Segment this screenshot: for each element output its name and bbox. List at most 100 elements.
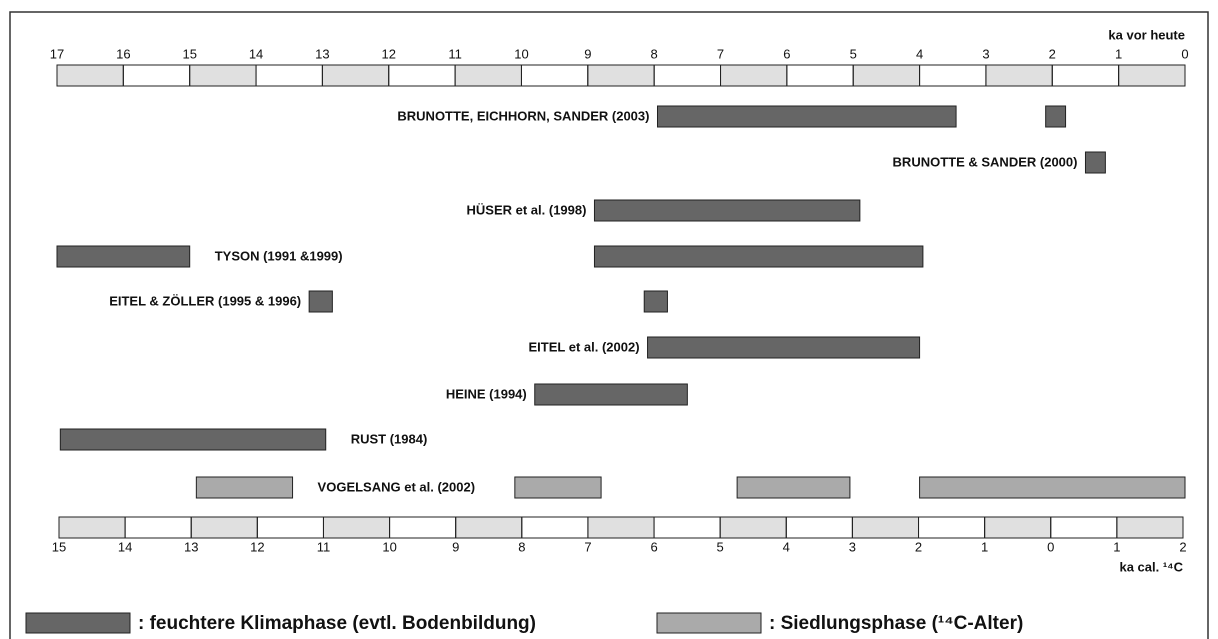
range-bar xyxy=(1045,105,1067,128)
x-tick-label: 8 xyxy=(651,46,658,61)
x2-cell xyxy=(389,516,457,539)
x2-tick-label: 4 xyxy=(783,539,790,554)
x-cell xyxy=(587,64,655,87)
x-cell xyxy=(1051,64,1120,87)
legend-label: : Siedlungsphase (¹⁴C-Alter) xyxy=(769,613,1023,634)
x-tick-label: 14 xyxy=(249,46,263,61)
x2-tick-label: 5 xyxy=(717,539,724,554)
x-axis-label: ka vor heute xyxy=(1108,27,1185,42)
row-label: EITEL & ZÖLLER (1995 & 1996) xyxy=(109,293,301,308)
row-label: EITEL et al. (2002) xyxy=(529,339,640,354)
x2-tick-label: 7 xyxy=(584,539,591,554)
x2-tick-label: 2 xyxy=(915,539,922,554)
x-cell xyxy=(388,64,456,87)
x-cell xyxy=(919,64,987,87)
x2-cell xyxy=(719,516,787,539)
row-label: TYSON (1991 &1999) xyxy=(215,248,343,263)
row-label: VOGELSANG et al. (2002) xyxy=(318,479,476,494)
row-label: RUST (1984) xyxy=(351,431,428,446)
x2-cell xyxy=(587,516,655,539)
x2-tick-label: 1 xyxy=(1113,539,1120,554)
range-bar xyxy=(593,245,924,268)
legend-swatch xyxy=(25,612,131,634)
x2-cell xyxy=(1050,516,1118,539)
x2-tick-label: 2 xyxy=(1179,539,1186,554)
x2-cell xyxy=(322,516,391,539)
x2-axis-label: ka cal. ¹⁴C xyxy=(1119,559,1183,574)
x2-cell xyxy=(851,516,920,539)
x-tick-label: 1 xyxy=(1115,46,1122,61)
x-cell xyxy=(56,64,124,87)
x-cell xyxy=(189,64,257,87)
x2-tick-label: 11 xyxy=(317,539,331,554)
legend-label: : feuchtere Klimaphase (evtl. Bodenbildu… xyxy=(138,613,536,634)
x-cell xyxy=(122,64,191,87)
x2-cell xyxy=(653,516,721,539)
x2-tick-label: 10 xyxy=(382,539,396,554)
legend-swatch xyxy=(656,612,762,634)
x-cell xyxy=(454,64,522,87)
x2-cell xyxy=(58,516,126,539)
range-bar xyxy=(308,290,333,313)
x-cell xyxy=(1118,64,1186,87)
range-bar xyxy=(534,383,688,406)
range-bar xyxy=(514,476,602,499)
x-tick-label: 9 xyxy=(584,46,591,61)
x2-tick-label: 3 xyxy=(849,539,856,554)
range-bar xyxy=(919,476,1186,499)
range-bar xyxy=(1084,151,1106,174)
x-tick-label: 5 xyxy=(850,46,857,61)
range-bar xyxy=(56,245,191,268)
x-tick-label: 15 xyxy=(182,46,196,61)
range-bar xyxy=(656,105,957,128)
x2-tick-label: 6 xyxy=(650,539,657,554)
x2-tick-label: 12 xyxy=(250,539,264,554)
frame xyxy=(9,11,1209,639)
x-cell xyxy=(255,64,323,87)
row-label: BRUNOTTE & SANDER (2000) xyxy=(893,154,1078,169)
x2-tick-label: 1 xyxy=(981,539,988,554)
range-bar xyxy=(647,336,921,359)
x-tick-label: 3 xyxy=(982,46,989,61)
x-cell xyxy=(985,64,1053,87)
x2-cell xyxy=(521,516,589,539)
range-bar xyxy=(736,476,851,499)
range-bar xyxy=(593,199,861,222)
row-label: HÜSER et al. (1998) xyxy=(467,202,587,217)
x2-cell xyxy=(1116,516,1184,539)
x2-tick-label: 15 xyxy=(52,539,66,554)
x-cell xyxy=(852,64,921,87)
x2-cell xyxy=(984,516,1052,539)
x-tick-label: 0 xyxy=(1181,46,1188,61)
x-tick-label: 4 xyxy=(916,46,923,61)
range-bar xyxy=(643,290,668,313)
x-tick-label: 11 xyxy=(448,46,462,61)
range-bar xyxy=(59,428,327,451)
row-label: HEINE (1994) xyxy=(446,386,527,401)
x2-tick-label: 8 xyxy=(518,539,525,554)
row-label: BRUNOTTE, EICHHORN, SANDER (2003) xyxy=(397,108,649,123)
x-tick-label: 12 xyxy=(382,46,396,61)
x2-cell xyxy=(124,516,192,539)
x-cell xyxy=(653,64,722,87)
x-tick-label: 13 xyxy=(315,46,329,61)
x2-tick-label: 14 xyxy=(118,539,132,554)
x-tick-label: 6 xyxy=(783,46,790,61)
x2-cell xyxy=(918,516,986,539)
x-tick-label: 7 xyxy=(717,46,724,61)
x-cell xyxy=(321,64,390,87)
x2-tick-label: 13 xyxy=(184,539,198,554)
x2-cell xyxy=(256,516,324,539)
x-tick-label: 17 xyxy=(50,46,64,61)
range-bar xyxy=(195,476,294,499)
x2-tick-label: 9 xyxy=(452,539,459,554)
x-cell xyxy=(520,64,589,87)
x2-cell xyxy=(190,516,258,539)
x2-cell xyxy=(455,516,523,539)
x2-tick-label: 0 xyxy=(1047,539,1054,554)
x-cell xyxy=(720,64,788,87)
x-tick-label: 16 xyxy=(116,46,130,61)
x2-cell xyxy=(785,516,853,539)
x-cell xyxy=(786,64,854,87)
